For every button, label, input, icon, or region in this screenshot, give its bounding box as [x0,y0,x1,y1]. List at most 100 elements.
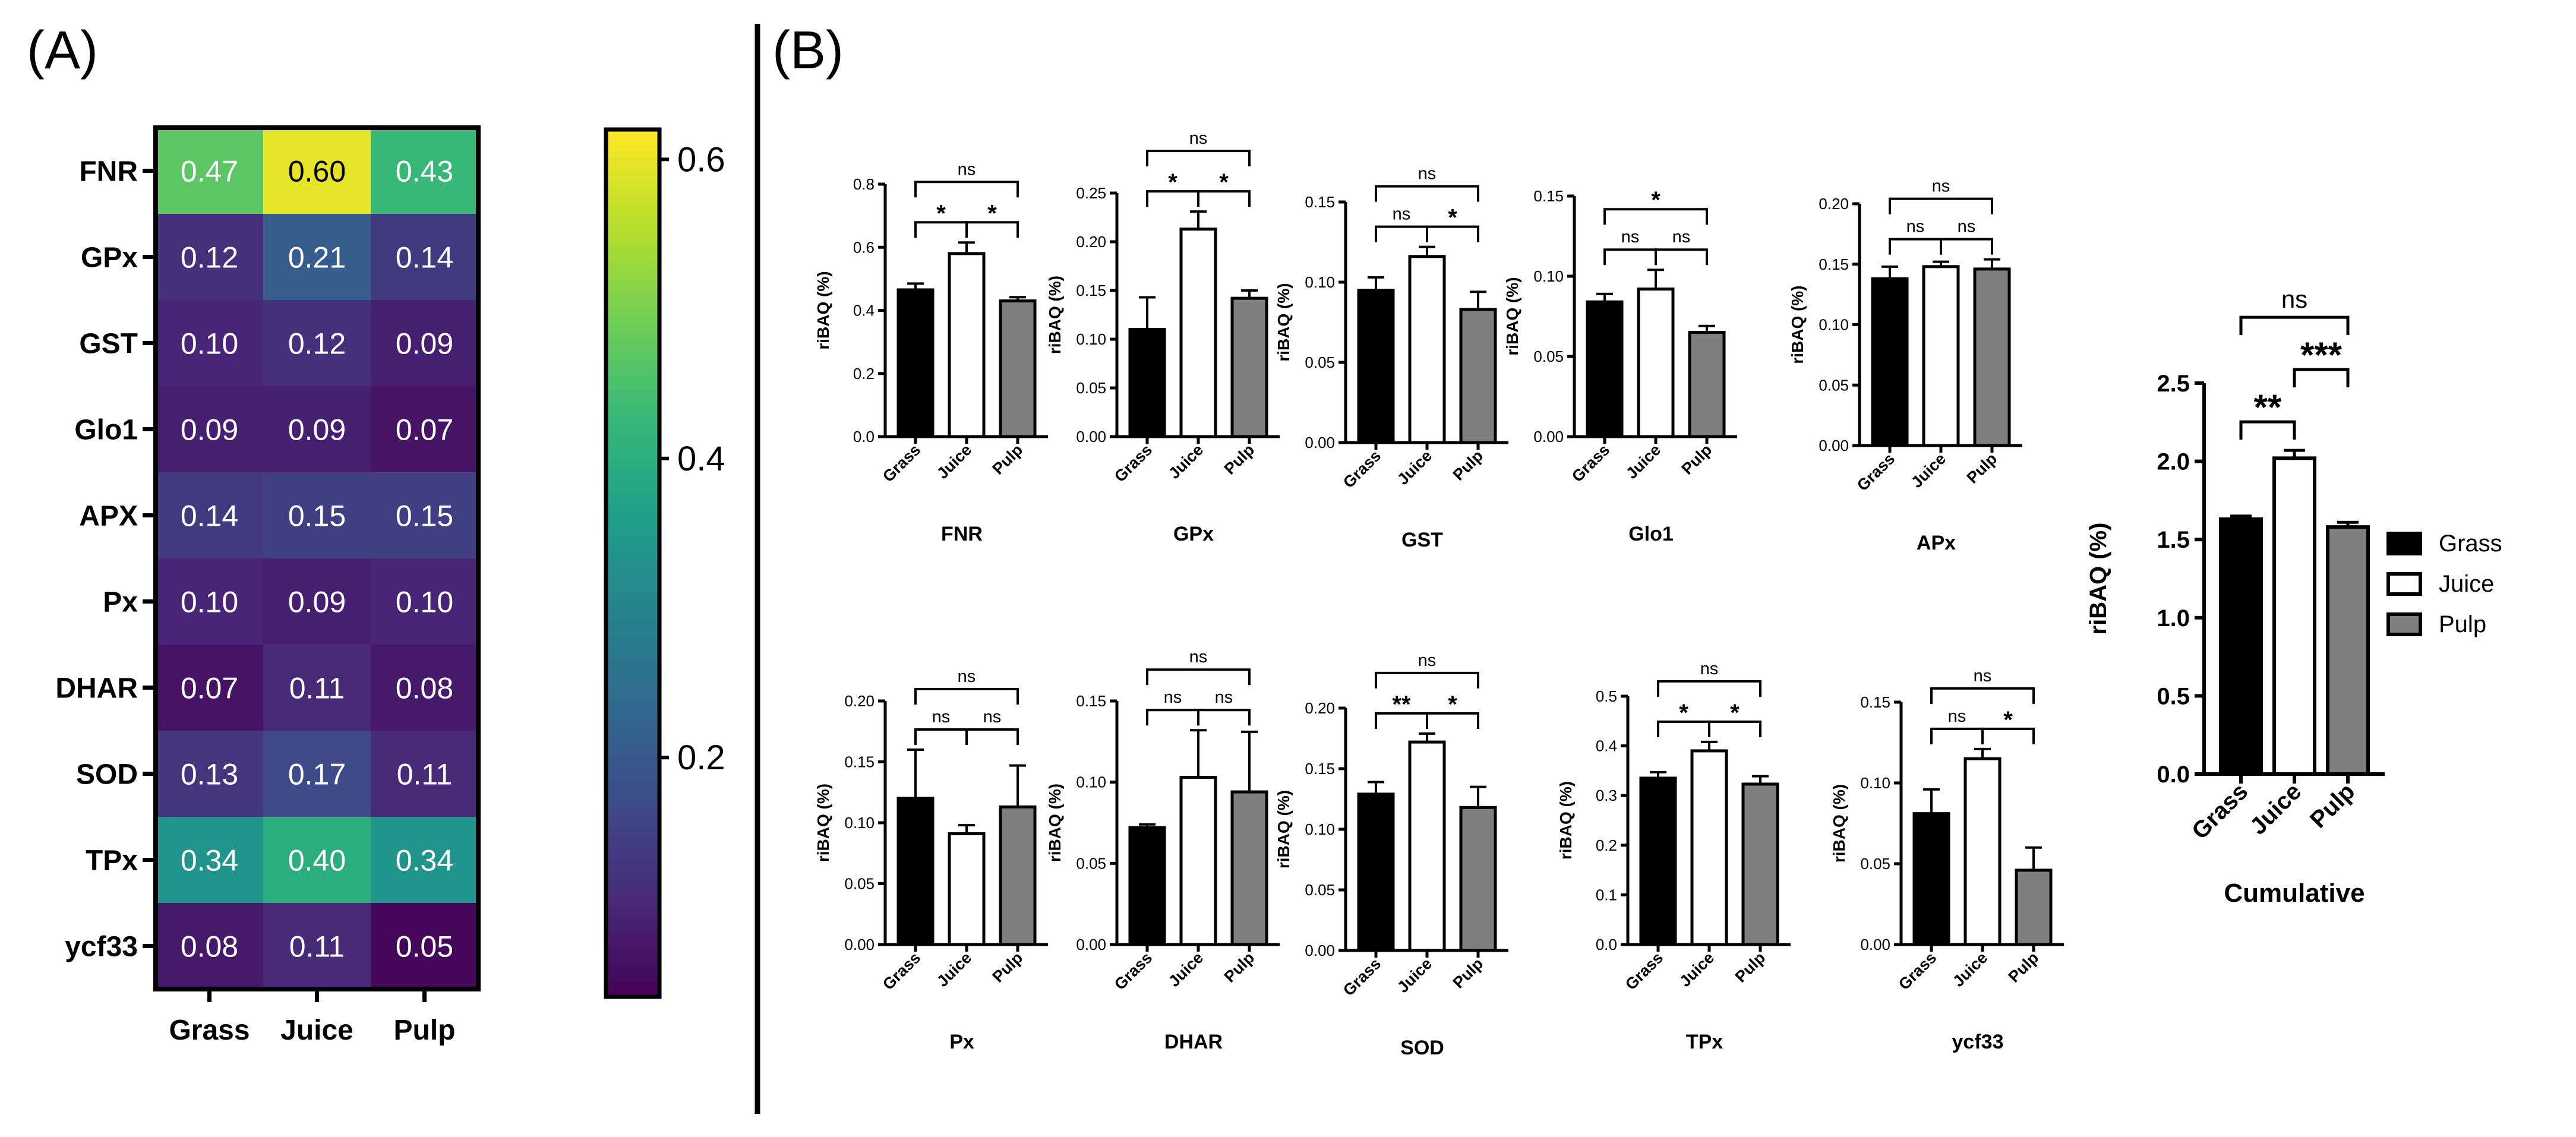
colorbar-segment [606,397,659,405]
colorbar-segment [606,693,659,702]
chart-glo1: 0.00 0.05 0.10 0.15 riBAQ (%) Grass Juice Pulp n… [1503,187,1737,545]
colorbar-segment [606,274,659,282]
bar-pulp [1688,331,1726,438]
colorbar-segment [606,808,659,817]
significance-label: ns [1906,217,1925,236]
colorbar-segment [606,939,659,947]
colorbar-segment [606,317,659,326]
significance-label: ns [1418,165,1437,184]
significance-label: * [2003,707,2013,733]
colorbar-segment [606,642,659,650]
significance-label: * [1219,169,1229,195]
significance-label: ns [1932,177,1950,196]
chart-title: ycf33 [1952,1031,2004,1053]
colorbar-segment [606,859,659,867]
significance-bracket [1146,709,1199,726]
chart-title: GPx [1173,523,1214,545]
heatmap-cell [156,558,263,645]
colorbar-tick-label: 0.4 [677,440,725,478]
heatmap-cell [263,903,371,989]
colorbar-segment [606,440,659,449]
bar-grass [2219,517,2263,776]
bar-pulp [999,805,1037,946]
colorbar-segment [606,657,659,665]
significance-bracket [914,181,1019,198]
heatmap-cell [263,386,371,472]
heatmap-value: 0.11 [289,930,345,964]
colorbar-frame [604,127,662,999]
heatmap-cell [371,731,478,817]
colorbar-segment [606,621,659,629]
y-tick-label: 0.0 [2157,762,2190,788]
chart-fnr: 0.0 0.2 0.4 0.6 0.8 riBAQ (%) Grass Juice Pulp * *… [814,160,1048,545]
colorbar-segment [606,368,659,376]
y-axis-label: riBAQ (%) [1274,790,1293,868]
colorbar-segment [606,765,659,773]
x-tick-label: Juice [1165,949,1207,990]
heatmap-cell [371,817,478,903]
y-tick-label: 0.10 [1819,316,1849,334]
significance-bracket [1889,197,1993,214]
colorbar-segment [606,252,659,260]
heatmap-value: 0.08 [396,672,453,705]
x-tick-label: Pulp [1221,949,1258,986]
x-tick-label: Juice [933,441,975,482]
significance-bracket [1375,185,1479,202]
colorbar-segment [606,614,659,622]
y-tick-label: 0.5 [1596,687,1617,705]
bar-pulp [1741,782,1779,946]
heatmap-cell [156,300,263,386]
heatmap-row-label: ycf33 [65,931,138,963]
colorbar-segment [606,751,659,759]
significance-label: * [936,200,946,226]
y-tick-label: 0.00 [844,936,875,953]
bar-pulp [1459,806,1497,952]
bar-juice [948,252,986,438]
significance-label: ns [983,708,1002,727]
y-tick-label: 0.20 [1819,195,1849,213]
heatmap-col-label: Juice [280,1015,353,1046]
y-tick-label: 0.2 [853,365,875,383]
y-tick-label: 0.0 [853,428,875,446]
colorbar-segment [606,737,659,745]
colorbar-segment [606,267,659,275]
significance-label: *** [2300,335,2343,375]
heatmap-value: 0.09 [396,327,453,361]
heatmap-value: 0.09 [181,413,238,447]
colorbar-segment [606,324,659,333]
x-tick-label: Grass [1895,949,1940,993]
bar-pulp [999,299,1037,438]
significance-label: ns [1189,129,1208,148]
legend-swatch-grass [2386,532,2422,555]
bar-juice [2272,456,2316,776]
colorbar-segment [606,295,659,304]
x-tick-label: Grass [1622,949,1666,993]
colorbar-segment [606,346,659,355]
significance-bracket [2293,368,2350,388]
y-tick-label: 0.15 [1076,692,1106,710]
heatmap-value: 0.10 [181,586,238,619]
y-tick-label: 0.2 [1596,836,1617,854]
colorbar-segment [606,534,659,542]
heatmap-cell [156,128,263,214]
significance-label: ns [958,667,976,686]
bar-pulp [1459,308,1497,444]
colorbar-segment [606,209,659,217]
legend: Grass Juice Pulp [2386,530,2502,637]
x-tick-label: Pulp [1963,450,2001,487]
significance-label: * [1448,691,1457,718]
significance-bracket [965,221,1019,238]
bar-grass [1357,289,1395,444]
chart-dhar: 0.00 0.05 0.10 0.15 riBAQ (%) Grass Juice Pulp n… [1046,648,1280,1053]
significance-label: * [987,200,997,226]
heatmap-col-label: Grass [169,1015,250,1046]
y-tick-label: 0.00 [1860,936,1890,953]
bar-juice [1922,265,1960,447]
heatmap-value: 0.09 [288,413,346,447]
heatmap-value: 0.10 [396,586,453,619]
colorbar-segment [606,505,659,513]
significance-bracket [1197,709,1251,726]
panel-a-label: (A) [27,21,98,80]
x-tick-label: Grass [879,949,924,993]
y-tick-label: 0.1 [1596,886,1617,904]
